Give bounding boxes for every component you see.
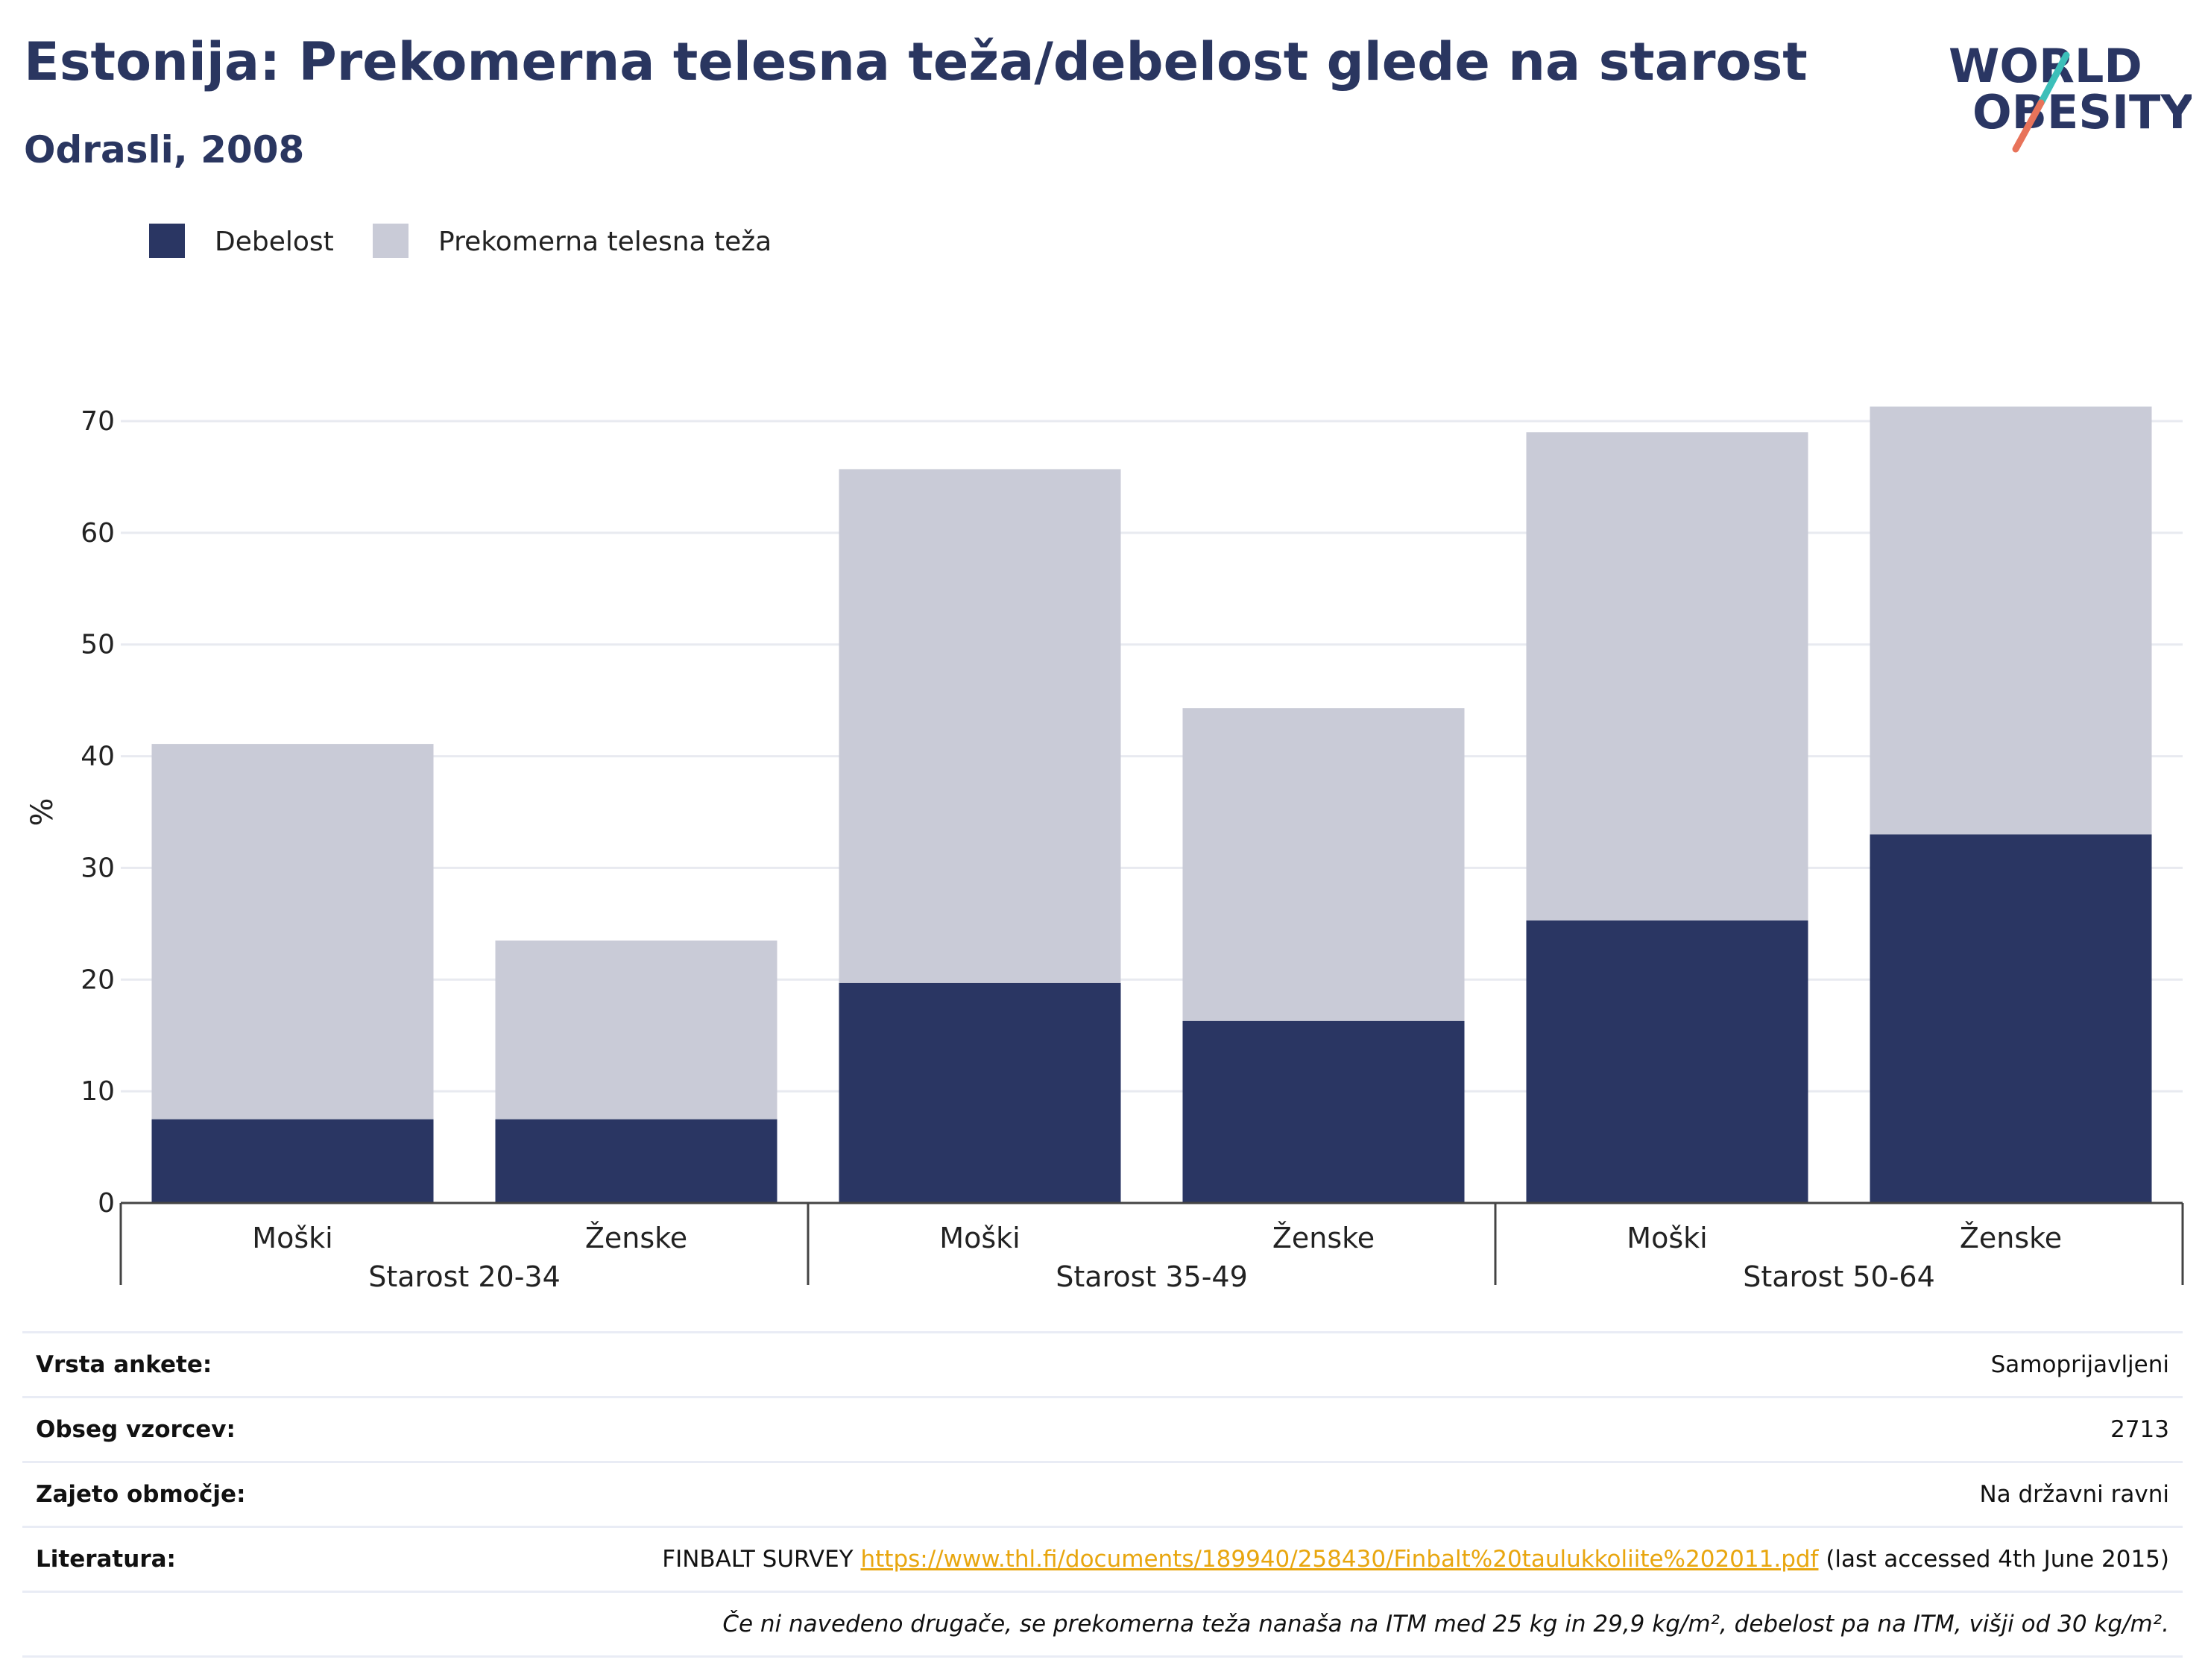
literature-link[interactable]: https://www.thl.fi/documents/189940/2584… xyxy=(860,1546,1819,1573)
logo-text-world: WORLD xyxy=(1949,39,2142,93)
bar-debelost xyxy=(495,1119,777,1203)
logo-slash-coral xyxy=(2012,99,2045,153)
world-obesity-logo: WORLD OBESITY xyxy=(1949,39,2192,153)
bar-prekomerna-teza xyxy=(151,744,434,1120)
info-row-survey-type: Vrsta ankete: Samoprijavljeni xyxy=(22,1331,2183,1396)
literature-prefix: FINBALT SURVEY xyxy=(662,1546,861,1573)
y-tick-label: 20 xyxy=(81,964,115,995)
x-tick-label: Moški xyxy=(252,1222,332,1254)
chart-gridlines xyxy=(121,420,2183,1093)
info-row-literature: Literatura: FINBALT SURVEY https://www.t… xyxy=(22,1526,2183,1591)
info-value: Na državni ravni xyxy=(1979,1481,2169,1508)
y-tick-label: 10 xyxy=(81,1076,115,1107)
bar-debelost xyxy=(839,982,1121,1203)
bar-prekomerna-teza xyxy=(1182,708,1465,1021)
info-value: FINBALT SURVEY https://www.thl.fi/docume… xyxy=(662,1546,2169,1573)
logo-text-obesity: OBESITY xyxy=(1972,85,2192,139)
info-value: Samoprijavljeni xyxy=(1990,1351,2169,1378)
x-axis: Moški Ženske Moški Ženske Moški Ženske Starost… xyxy=(119,1201,2184,1293)
info-value: 2713 xyxy=(2110,1416,2169,1443)
bar-prekomerna-teza xyxy=(839,469,1121,983)
x-tick-label: Ženske xyxy=(1960,1222,2062,1254)
stacked-bar-chart: Debelost Prekomerna telesna teža 0 10 20 30 4… xyxy=(25,224,2184,1293)
y-tick-label: 60 xyxy=(81,518,115,549)
info-label: Zajeto območje: xyxy=(36,1481,246,1508)
x-tick-label: Ženske xyxy=(1272,1222,1375,1254)
legend-swatch xyxy=(149,224,185,258)
x-tick-label: Moški xyxy=(1627,1222,1707,1254)
x-tick-label: Ženske xyxy=(585,1222,687,1254)
legend-swatch xyxy=(373,224,408,258)
info-row-coverage: Zajeto območje: Na državni ravni xyxy=(22,1461,2183,1526)
x-group-label: Starost 50-64 xyxy=(1743,1260,1935,1293)
y-tick-label: 40 xyxy=(81,742,115,772)
page-subtitle: Odrasli, 2008 xyxy=(24,128,305,171)
bar-debelost xyxy=(1870,834,2152,1203)
info-row-sample-size: Obseg vzorcev: 2713 xyxy=(22,1396,2183,1461)
chart-bars xyxy=(151,406,2152,1203)
chart-legend: Debelost Prekomerna telesna teža xyxy=(149,224,772,258)
y-tick-label: 30 xyxy=(81,853,115,883)
info-label: Vrsta ankete: xyxy=(36,1351,212,1378)
y-tick-label: 0 xyxy=(98,1188,115,1219)
y-tick-label: 50 xyxy=(81,630,115,660)
bar-prekomerna-teza xyxy=(1870,406,2152,835)
legend-label: Debelost xyxy=(215,227,334,257)
x-group-label: Starost 35-49 xyxy=(1056,1260,1248,1293)
legend-label: Prekomerna telesna teža xyxy=(438,227,772,257)
x-tick-label: Moški xyxy=(939,1222,1020,1254)
info-label: Literatura: xyxy=(36,1546,176,1573)
survey-info-table: Vrsta ankete: Samoprijavljeni Obseg vzor… xyxy=(22,1331,2183,1658)
bar-prekomerna-teza xyxy=(495,940,777,1120)
logo-slash-teal xyxy=(2037,51,2070,107)
bar-prekomerna-teza xyxy=(1526,432,1808,920)
x-group-label: Starost 20-34 xyxy=(368,1260,561,1293)
info-row-note: Če ni navedeno drugače, se prekomerna te… xyxy=(22,1591,2183,1658)
page-title: Estonija: Prekomerna telesna teža/debelo… xyxy=(24,31,1808,92)
y-tick-label: 70 xyxy=(81,406,115,437)
literature-suffix: (last accessed 4th June 2015) xyxy=(1818,1546,2169,1573)
definition-note: Če ni navedeno drugače, se prekomerna te… xyxy=(722,1611,2169,1638)
bar-debelost xyxy=(1182,1020,1465,1203)
bar-debelost xyxy=(151,1119,434,1203)
bar-debelost xyxy=(1526,920,1808,1203)
y-axis: 0 10 20 30 40 50 60 70% xyxy=(25,406,115,1219)
info-label: Obseg vzorcev: xyxy=(36,1416,236,1443)
y-axis-label: % xyxy=(25,798,60,826)
